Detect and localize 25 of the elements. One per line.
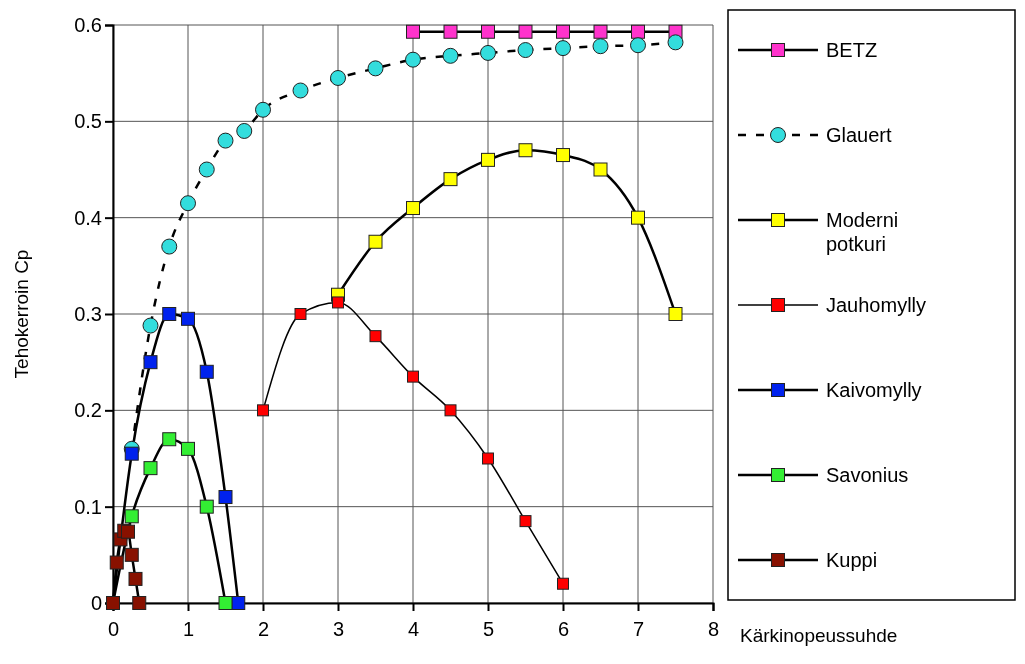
x-tick-label: 1 — [182, 618, 195, 640]
y-tick-label: 0.3 — [74, 302, 102, 325]
y-axis-title: Tehokerroin Cp — [11, 249, 32, 379]
x-axis-title: Kärkinopeussuhde — [740, 625, 898, 646]
x-tick-label: 5 — [482, 618, 495, 640]
legend-label: Savonius — [826, 464, 909, 486]
x-tick-label: 6 — [557, 618, 570, 640]
legend-label: Jauhomylly — [826, 294, 927, 316]
y-tick-label: 0.6 — [74, 13, 102, 36]
x-tick-label: 2 — [257, 618, 270, 640]
legend-label: Glauert — [826, 124, 893, 146]
x-tick-label: 3 — [332, 618, 345, 640]
x-tick-label: 4 — [407, 618, 420, 640]
y-tick-label: 0.4 — [74, 206, 102, 229]
y-tick-label: 0.1 — [74, 495, 102, 518]
legend-label: Kaivomylly — [826, 379, 922, 401]
x-tick-label: 0 — [107, 618, 120, 640]
legend-label: Moderni potkuri — [826, 209, 899, 255]
y-tick-label: 0.2 — [74, 399, 102, 422]
x-tick-label: 8 — [707, 618, 720, 640]
y-tick-label: 0.5 — [74, 110, 102, 133]
x-tick-label: 7 — [632, 618, 645, 640]
y-tick-label: 0 — [90, 591, 102, 614]
legend-label: Kuppi — [826, 549, 878, 571]
legend-label: BETZ — [826, 39, 878, 61]
